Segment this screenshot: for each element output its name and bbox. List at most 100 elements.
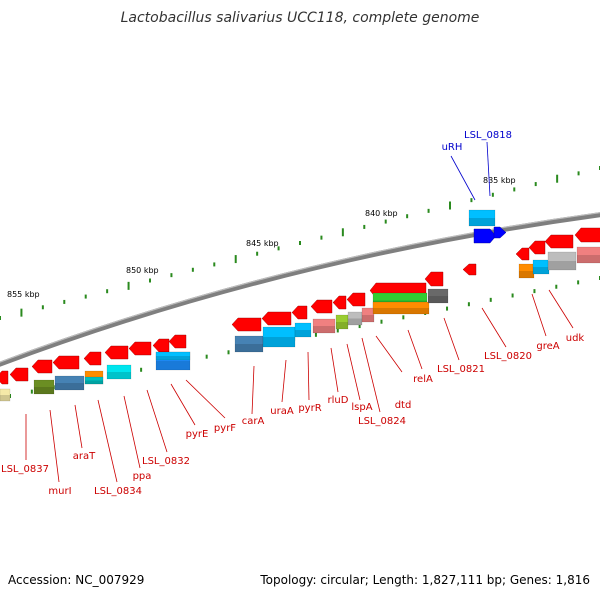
gene-arrow[interactable] [104, 345, 129, 360]
gene-label[interactable]: LSL_0820 [484, 351, 532, 362]
leader-line [49, 409, 60, 483]
gene-label[interactable]: greA [536, 341, 559, 352]
gene-label[interactable]: lspA [351, 402, 372, 413]
leader-line [330, 347, 339, 393]
leader-line [548, 289, 574, 329]
gene-arrow[interactable] [462, 263, 477, 276]
gene-arrow[interactable] [424, 271, 444, 287]
gene-label[interactable]: rluD [328, 395, 349, 406]
minor-tick [191, 267, 194, 272]
label-leader-lines [25, 141, 574, 483]
gene-label[interactable]: araT [73, 451, 96, 462]
gene-label[interactable]: uRH [442, 142, 463, 153]
gene-arrow[interactable] [231, 317, 262, 332]
minor-tick [470, 198, 473, 203]
gene-arrow[interactable] [544, 234, 574, 249]
major-tick [127, 281, 130, 290]
gene-label[interactable]: LSL_0821 [437, 364, 485, 375]
feature-block [361, 307, 375, 323]
feature-block [576, 246, 600, 264]
gene-label[interactable]: pyrF [214, 423, 236, 434]
feature-block [33, 379, 55, 395]
gene-label[interactable]: LSL_0834 [94, 486, 142, 497]
feature-block-shade [235, 344, 263, 352]
gene-arrow[interactable] [332, 295, 347, 310]
leader-line [346, 343, 361, 401]
gene-arrow-blue[interactable] [473, 228, 497, 244]
feature-block-shade [373, 308, 429, 314]
gene-label[interactable]: pyrE [186, 429, 209, 440]
gene-arrow[interactable] [515, 247, 530, 261]
minor-tick [577, 171, 580, 176]
feature-block-shade [519, 271, 534, 278]
ruler-label: 840 kbp [365, 209, 398, 218]
leader-line [375, 335, 403, 373]
minor-tick [84, 294, 87, 299]
minor-tick [0, 316, 1, 320]
minor-tick [227, 350, 230, 355]
minor-tick [314, 332, 317, 337]
feature-block-shade [55, 383, 84, 390]
gene-arrow[interactable] [528, 240, 546, 255]
minor-tick [380, 319, 383, 324]
gene-labels: LSL_0837 murI araT LSL_0834 ppa LSL_0832 pyrE p… [1, 130, 584, 497]
feature-block-shade [313, 326, 335, 333]
gene-arrow[interactable] [31, 359, 53, 374]
feature-block [0, 388, 11, 402]
ruler-label: 850 kbp [126, 266, 159, 275]
leader-line [170, 383, 196, 426]
gene-label[interactable]: ppa [133, 471, 152, 482]
ruler-label: 835 kbp [483, 176, 516, 185]
leader-line [281, 359, 287, 403]
feature-block-shade [107, 372, 131, 379]
gene-arrow[interactable] [574, 227, 600, 243]
feature-block-shade [156, 356, 190, 360]
leader-line [251, 365, 255, 415]
leader-line [97, 399, 118, 483]
gene-label[interactable]: relA [413, 374, 433, 385]
leader-line [407, 329, 423, 370]
gene-arrow[interactable] [310, 299, 333, 314]
minor-tick [140, 367, 143, 372]
feature-block [155, 351, 191, 361]
gene-arrow[interactable] [0, 370, 9, 385]
gene-arrow[interactable] [152, 338, 170, 353]
feature-block-shade [85, 380, 103, 384]
gene-label[interactable]: LSL_0837 [1, 464, 49, 475]
gene-label[interactable]: carA [242, 416, 265, 427]
leader-line [531, 293, 547, 337]
minor-tick [320, 235, 323, 240]
minor-tick [256, 251, 259, 256]
feature-block [372, 301, 430, 315]
accession-label: Accession: NC_007929 [8, 573, 145, 587]
feature-block [106, 364, 132, 380]
gene-arrow[interactable] [346, 292, 366, 307]
genome-backbone-highlight [0, 212, 600, 363]
feature-block-shade [428, 296, 448, 303]
gene-label[interactable]: murI [48, 486, 71, 497]
gene-arrow[interactable] [128, 341, 152, 356]
gene-label[interactable]: LSL_0832 [142, 456, 190, 467]
gene-arrow[interactable] [52, 355, 80, 370]
gene-arrow[interactable] [291, 305, 308, 320]
gene-label[interactable]: uraA [270, 406, 294, 417]
major-tick [20, 308, 23, 317]
minor-tick [402, 315, 405, 320]
feature-block-shade [348, 318, 362, 325]
gene-arrow[interactable] [83, 351, 102, 366]
minor-tick [358, 324, 361, 329]
gene-label[interactable]: udk [566, 333, 585, 344]
genome-backbone [0, 212, 600, 367]
gene-label[interactable]: LSL_0818 [464, 130, 512, 141]
minor-tick [406, 214, 409, 219]
gene-label[interactable]: pyrR [298, 403, 321, 414]
gene-arrow[interactable] [9, 367, 29, 382]
gene-arrow[interactable] [168, 334, 187, 349]
gene-label[interactable]: LSL_0824 [358, 416, 406, 427]
gene-arrow-blue[interactable] [493, 226, 507, 239]
gene-label[interactable]: dtd [395, 400, 412, 411]
gene-arrow[interactable] [261, 311, 292, 326]
minor-tick [491, 192, 494, 197]
minor-tick [170, 273, 173, 278]
